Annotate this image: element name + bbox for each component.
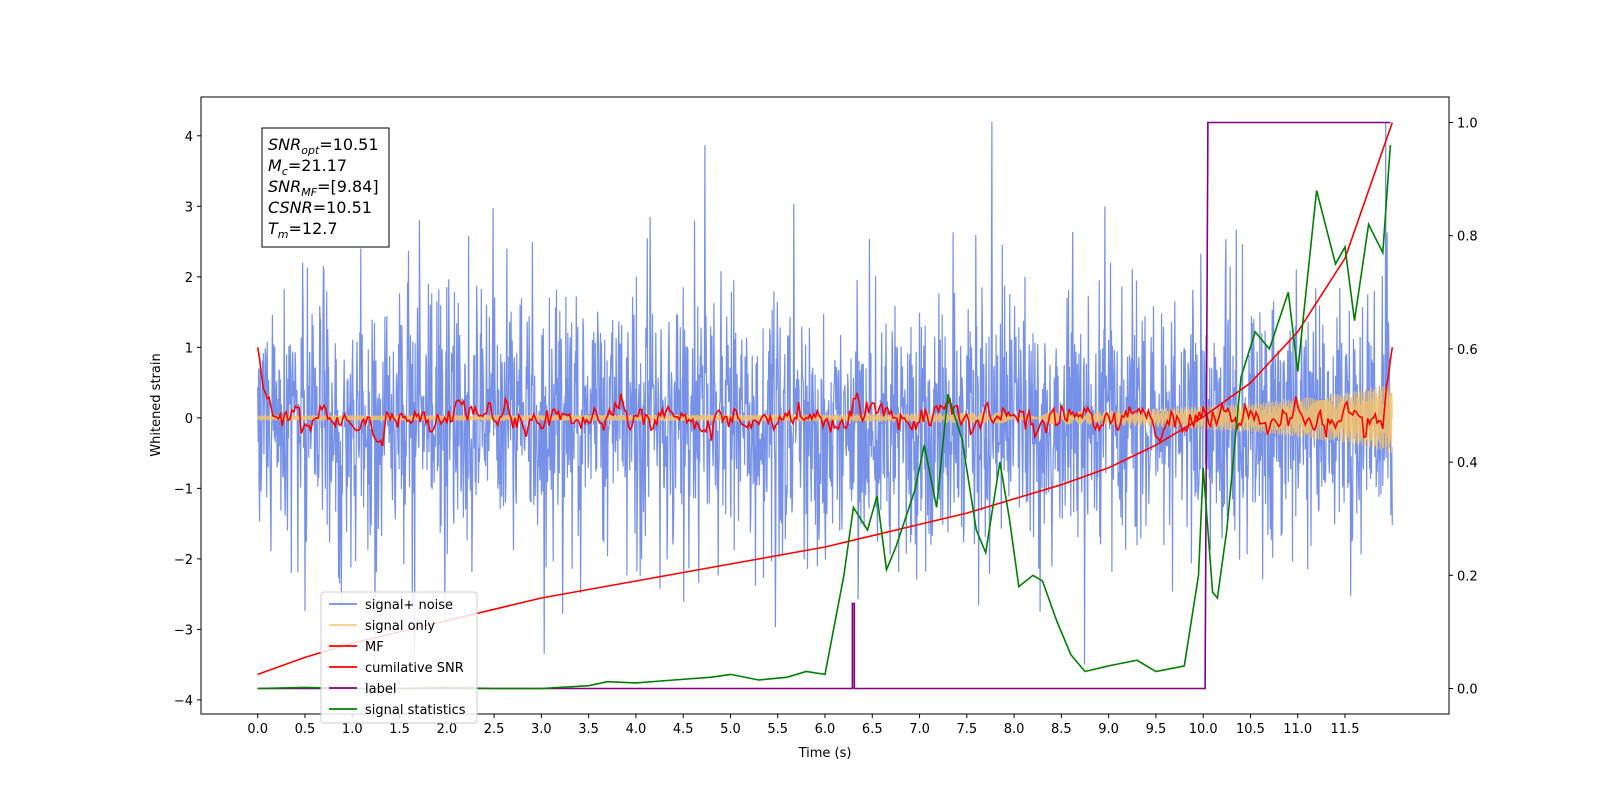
x-tick-label: 9.0 [1098,722,1119,737]
legend-item: signal only [329,619,435,634]
legend-label: signal+ noise [365,598,453,613]
x-tick-label: 6.0 [815,722,836,737]
annotation-value: =10.51 [313,198,372,217]
legend-label: signal only [365,619,435,634]
x-tick-label: 2.5 [484,722,505,737]
legend-label: signal statistics [365,703,466,718]
x-tick-label: 7.5 [956,722,977,737]
series-signal-only [257,383,1393,453]
x-tick-label: 10.5 [1236,722,1265,737]
annotation-line: SNRMF=[9.84] [268,177,379,199]
y-axis-right: 1.0 0.8 0.6 0.4 0.2 0.0 [1449,116,1478,698]
x-tick-label: 5.0 [720,722,741,737]
x-tick-label: 8.0 [1004,722,1025,737]
annotation-symbol: SNR [268,135,301,154]
annotation-frame [261,127,390,248]
x-axis: 0.0 0.5 1.0 1.5 2.0 2.5 3.0 3.5 4.0 4.5 5.0 5.5 6.0 6… [247,714,1359,737]
x-tick-label: 3.5 [578,722,599,737]
annotation-subscript: opt [301,144,320,157]
x-tick-label: 8.5 [1051,722,1072,737]
legend-item: signal+ noise [329,598,453,613]
annotation-value: =10.51 [319,135,378,154]
x-tick-label: 5.5 [767,722,788,737]
x-tick-label: 7.0 [909,722,930,737]
legend-label: MF [365,640,384,655]
y-tick-label-right: 0.8 [1457,230,1478,245]
x-tick-label: 9.5 [1146,722,1167,737]
y-tick-label-left: 2 [185,271,193,286]
legend-frame [320,591,478,724]
y-tick-label-left: 3 [185,200,193,215]
y-tick-label-left: −1 [174,482,193,497]
y-tick-label-left: 4 [185,130,193,145]
y-tick-label-right: 0.4 [1457,456,1478,471]
x-axis-label: Time (s) [798,746,852,761]
annotation-value: =12.7 [289,219,338,238]
annotation-box: SNRopt=10.51Mc=21.17SNRMF=[9.84]CSNR=10.… [261,127,390,248]
series-label [257,121,1391,690]
annotation-line: SNRopt=10.51 [268,135,379,157]
y-tick-label-left: −4 [174,694,193,709]
x-tick-label: 3.0 [531,722,552,737]
x-tick-label: 0.5 [295,722,316,737]
annotation-line: CSNR=10.51 [268,198,372,217]
y-tick-label-right: 0.0 [1457,683,1478,698]
annotation-symbol: M [268,156,282,175]
annotation-line: Mc=21.17 [268,156,347,178]
x-tick-label: 1.5 [389,722,410,737]
annotation-subscript: MF [301,186,317,199]
x-tick-label: 10.0 [1189,722,1218,737]
x-tick-label: 6.5 [862,722,883,737]
legend-item: signal statistics [329,703,466,718]
legend-item: cumilative SNR [329,661,464,676]
annotation-line: Tm=12.7 [268,219,338,241]
series-signal-statistics [257,145,1392,690]
y-tick-label-right: 0.2 [1457,569,1478,584]
x-tick-label: 4.0 [626,722,647,737]
series-mf [256,347,1394,447]
legend-item: MF [329,640,384,655]
y-tick-label-left: 0 [185,412,193,427]
annotation-value: =[9.84] [317,177,379,196]
y-tick-label-right: 1.0 [1457,116,1478,131]
y-axis-label-left: Whitened strain [149,353,164,456]
x-tick-label: 0.0 [247,722,268,737]
x-tick-label: 11.0 [1283,722,1312,737]
x-tick-label: 1.0 [342,722,363,737]
y-tick-label-left: −3 [174,623,193,638]
legend-label: cumilative SNR [365,661,464,676]
annotation-value: =21.17 [288,156,347,175]
legend-item: label [329,682,396,697]
y-tick-label-left: −2 [174,553,193,568]
y-tick-label-left: 1 [185,341,193,356]
series-signal-noise [257,121,1393,665]
y-axis-left: 4 3 2 1 0 −1 −2 −3 −4 [174,130,201,709]
annotation-symbol: CSNR [268,198,313,217]
annotation-subscript: c [282,165,288,178]
x-tick-label: 4.5 [673,722,694,737]
x-tick-label: 2.0 [436,722,457,737]
legend: signal+ noise signal only MF cumilative SNR… [320,591,478,724]
x-tick-label: 11.5 [1331,722,1360,737]
annotation-subscript: m [278,228,289,241]
annotation-symbol: T [268,219,279,238]
annotation-symbol: SNR [268,177,301,196]
y-tick-label-right: 0.6 [1457,343,1478,358]
legend-label: label [365,682,396,697]
